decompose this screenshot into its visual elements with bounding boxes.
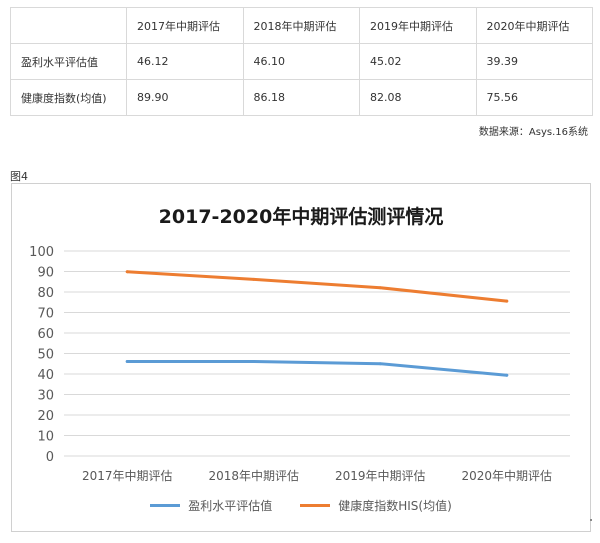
row-label: 健康度指数(均值) [10,79,127,116]
series-line-2 [125,270,509,303]
table-row: 盈利水平评估值 46.12 46.10 45.02 39.39 [10,43,593,80]
data-point [252,359,256,363]
table-cell: 46.10 [242,43,360,80]
table-header-cell: 2017年中期评估 [126,7,244,44]
y-tick-label: 80 [37,286,54,301]
y-tick-label: 30 [37,389,54,404]
y-tick-label: 100 [29,245,54,260]
chart-container: 2017-2020年中期评估测评情况 0 10 20 30 40 50 60 70 80 90 10… [11,183,591,532]
x-tick-label: 2019年中期评估 [335,468,426,483]
legend-swatch-orange [300,504,331,507]
x-tick-label: 2018年中期评估 [208,468,299,483]
legend-swatch-blue [150,504,181,507]
decorative-dot [590,519,592,521]
table-cell: 39.39 [475,43,593,80]
y-tick-label: 40 [37,368,54,383]
legend-item-health: 健康度指数HIS(均值) [300,497,452,514]
chart-title: 2017-2020年中期评估测评情况 [158,206,444,228]
data-source-note: 数据来源：Asys.16系统 [478,127,588,138]
chart-legend: 盈利水平评估值 健康度指数HIS(均值) [12,497,590,514]
table-cell: 86.18 [242,79,360,116]
table-cell: 89.90 [126,79,244,116]
y-tick-label: 70 [37,307,54,322]
data-point [125,270,129,274]
y-tick-label: 90 [37,266,54,281]
data-point [505,299,509,303]
table-header-cell: 2019年中期评估 [359,7,477,44]
data-point [252,277,256,281]
y-tick-label: 60 [37,327,54,342]
data-point [505,373,509,377]
data-table: 2017年中期评估 2018年中期评估 2019年中期评估 2020年中期评估 … [10,7,593,116]
x-tick-label: 2017年中期评估 [82,468,173,483]
y-tick-label: 10 [37,430,54,445]
y-tick-label: 20 [37,409,54,424]
series-line-1 [125,359,509,377]
table-header-cell [10,7,127,44]
table-cell: 82.08 [359,79,477,116]
figure-label: 图4 [10,170,28,183]
y-tick-label: 50 [37,348,54,363]
x-tick-label: 2020年中期评估 [461,468,552,483]
table-header-cell: 2018年中期评估 [242,7,360,44]
legend-label: 健康度指数HIS(均值) [338,499,452,513]
data-point [378,362,382,366]
table-header-row: 2017年中期评估 2018年中期评估 2019年中期评估 2020年中期评估 [10,7,593,44]
line-chart: 0 10 20 30 40 50 60 70 80 90 100 2017年中期评估 2018年中期评估… [29,245,570,483]
legend-label: 盈利水平评估值 [188,499,273,513]
table-cell: 45.02 [359,43,477,80]
table-cell: 46.12 [126,43,244,80]
data-point [125,359,129,363]
table-header-cell: 2020年中期评估 [475,7,593,44]
legend-item-profit: 盈利水平评估值 [150,497,272,514]
y-tick-label: 0 [46,450,54,465]
row-label: 盈利水平评估值 [10,43,127,80]
data-point [378,286,382,290]
table-cell: 75.56 [475,79,593,116]
table-row: 健康度指数(均值) 89.90 86.18 82.08 75.56 [10,79,593,116]
